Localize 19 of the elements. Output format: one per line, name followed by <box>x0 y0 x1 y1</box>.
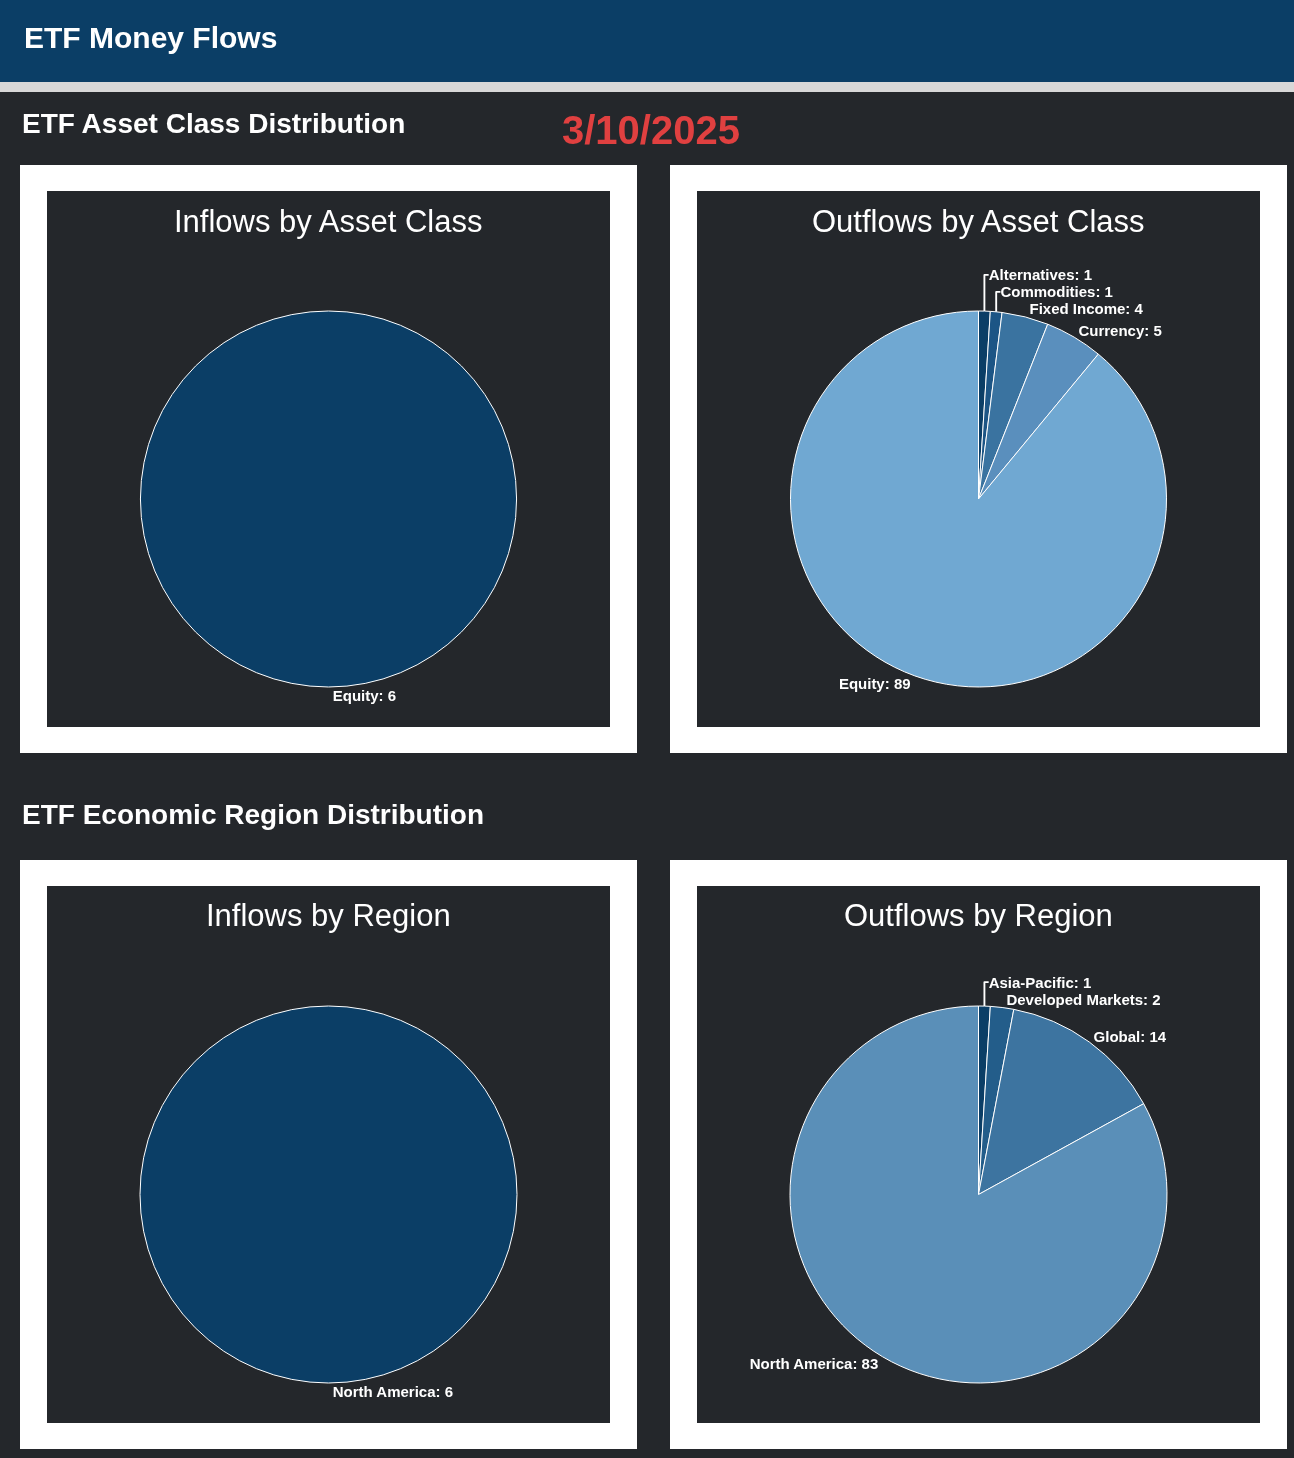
text: 3/10/2025 <box>562 108 740 152</box>
chart-title: Outflows by Region <box>844 898 1113 933</box>
slice-label: Commodities: 1 <box>1000 283 1113 301</box>
slice-label: Asia-Pacific: 1 <box>988 973 1092 991</box>
chart-title: Inflows by Region <box>206 898 451 933</box>
slice-label: Fixed Income: 4 <box>1029 300 1144 318</box>
slice-label: Global: 14 <box>1093 1027 1167 1045</box>
slice-label: Developed Markets: 2 <box>1006 990 1161 1008</box>
text: ETF Economic Region Distribution <box>22 799 484 830</box>
slice-label: Equity: 89 <box>838 674 911 692</box>
slice-label: North America: 83 <box>749 1354 879 1372</box>
text: ETF Asset Class Distribution <box>22 108 406 139</box>
slice-label: North America: 6 <box>332 1383 454 1400</box>
chart-title: Outflows by Asset Class <box>812 204 1145 239</box>
chart-title: Inflows by Asset Class <box>174 204 483 239</box>
slice-label: Alternatives: 1 <box>988 266 1093 284</box>
slice-label: Equity: 6 <box>332 687 397 704</box>
text: ETF Money Flows <box>24 21 278 54</box>
slice-label: Currency: 5 <box>1078 322 1162 340</box>
